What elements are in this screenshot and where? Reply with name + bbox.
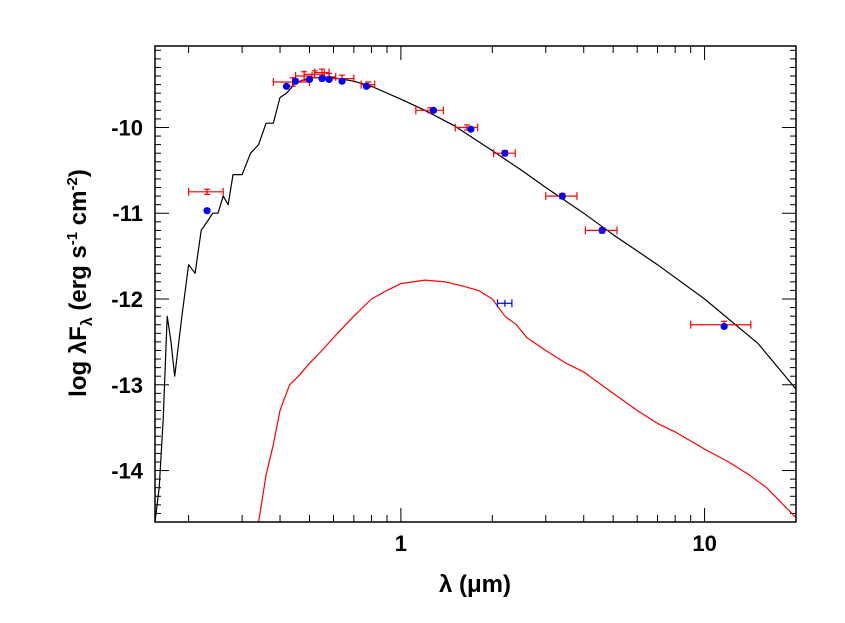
axis-ticks bbox=[155, 46, 797, 523]
y-tick-label: -13 bbox=[111, 373, 143, 398]
synthetic-point bbox=[318, 74, 326, 83]
synthetic-point bbox=[467, 125, 475, 133]
y-axis-title: log λFλ (erg s-1 cm-2) bbox=[64, 169, 96, 397]
synthetic-point bbox=[429, 106, 438, 114]
data-points bbox=[188, 68, 752, 331]
y-tick-label: -12 bbox=[111, 287, 143, 312]
y-tick-label: -11 bbox=[112, 201, 143, 226]
synthetic-point bbox=[501, 149, 509, 157]
plot-frame bbox=[154, 45, 797, 523]
synthetic-point bbox=[338, 77, 346, 85]
synthetic-point bbox=[282, 82, 291, 90]
model-sed-curve bbox=[154, 77, 797, 523]
synthetic-point bbox=[325, 75, 333, 84]
y-tick-label: -14 bbox=[111, 459, 144, 484]
tick-labels: 1 10 -10 -11 -12 -13 -14 bbox=[111, 115, 717, 556]
synthetic-point bbox=[598, 226, 606, 234]
y-tick-label: -10 bbox=[111, 115, 143, 140]
synthetic-point bbox=[362, 82, 371, 90]
x-tick-label: 1 bbox=[395, 531, 407, 556]
x-tick-label: 10 bbox=[692, 531, 716, 556]
synthetic-point bbox=[203, 207, 211, 215]
synthetic-point bbox=[720, 322, 728, 331]
x-axis-title: λ (μm) bbox=[439, 571, 511, 598]
companion-sed-curve bbox=[258, 279, 797, 523]
synthetic-point bbox=[305, 75, 314, 84]
synthetic-point bbox=[291, 77, 300, 85]
synthetic-point bbox=[558, 192, 566, 200]
sed-curves bbox=[154, 77, 797, 523]
